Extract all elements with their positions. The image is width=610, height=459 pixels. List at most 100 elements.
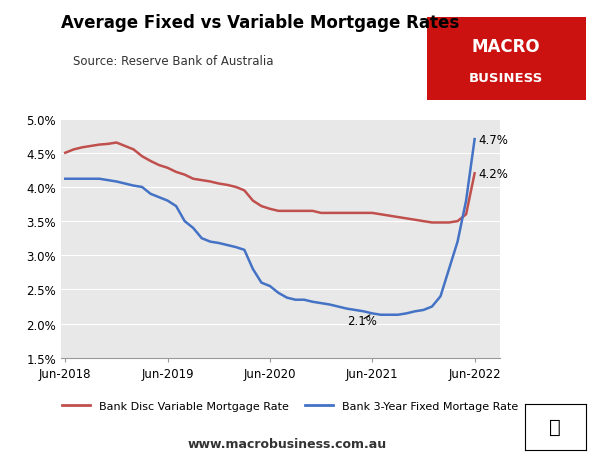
Bank 3-Year Fixed Mortage Rate <box>428 304 436 310</box>
Bank 3-Year Fixed Mortage Rate <box>96 177 103 182</box>
Bank Disc Variable Mortgage Rate <box>215 181 223 187</box>
Bank Disc Variable Mortgage Rate <box>471 171 478 177</box>
Bank 3-Year Fixed Mortage Rate <box>173 204 180 209</box>
Bank 3-Year Fixed Mortage Rate <box>309 299 316 305</box>
Bank Disc Variable Mortgage Rate <box>428 220 436 226</box>
Bank Disc Variable Mortgage Rate <box>207 179 214 185</box>
Bank Disc Variable Mortgage Rate <box>138 154 146 160</box>
Bank Disc Variable Mortgage Rate <box>113 140 120 146</box>
Text: 🐺: 🐺 <box>549 417 561 437</box>
Bank Disc Variable Mortgage Rate <box>317 211 325 216</box>
Bank 3-Year Fixed Mortage Rate <box>258 280 265 286</box>
Bank Disc Variable Mortgage Rate <box>437 220 444 226</box>
Text: 2.1%: 2.1% <box>346 314 376 327</box>
Text: Source: Reserve Bank of Australia: Source: Reserve Bank of Australia <box>73 55 274 68</box>
Bank 3-Year Fixed Mortage Rate <box>300 297 307 303</box>
Bank Disc Variable Mortgage Rate <box>360 211 367 216</box>
Bank 3-Year Fixed Mortage Rate <box>130 184 137 189</box>
Bank 3-Year Fixed Mortage Rate <box>249 267 257 272</box>
Bank Disc Variable Mortgage Rate <box>70 147 77 153</box>
Bank 3-Year Fixed Mortage Rate <box>147 191 154 197</box>
Bank 3-Year Fixed Mortage Rate <box>386 312 393 318</box>
Bank 3-Year Fixed Mortage Rate <box>156 195 163 201</box>
Bank 3-Year Fixed Mortage Rate <box>198 236 206 241</box>
Line: Bank Disc Variable Mortgage Rate: Bank Disc Variable Mortgage Rate <box>65 143 475 223</box>
Bank 3-Year Fixed Mortage Rate <box>267 284 274 289</box>
Bank Disc Variable Mortgage Rate <box>181 173 188 178</box>
Bank Disc Variable Mortgage Rate <box>62 151 69 156</box>
Bank 3-Year Fixed Mortage Rate <box>104 178 112 184</box>
Bank Disc Variable Mortgage Rate <box>368 211 376 216</box>
Bank 3-Year Fixed Mortage Rate <box>377 312 384 318</box>
Bank Disc Variable Mortgage Rate <box>334 211 342 216</box>
Bank 3-Year Fixed Mortage Rate <box>232 245 240 250</box>
Bank 3-Year Fixed Mortage Rate <box>334 304 342 310</box>
Bank 3-Year Fixed Mortage Rate <box>445 267 453 272</box>
Bank Disc Variable Mortgage Rate <box>300 209 307 214</box>
Legend: Bank Disc Variable Mortgage Rate, Bank 3-Year Fixed Mortage Rate: Bank Disc Variable Mortgage Rate, Bank 3… <box>58 397 523 416</box>
Bank Disc Variable Mortgage Rate <box>267 207 274 212</box>
Bank 3-Year Fixed Mortage Rate <box>190 226 197 231</box>
Bank 3-Year Fixed Mortage Rate <box>215 241 223 246</box>
Bank 3-Year Fixed Mortage Rate <box>241 247 248 253</box>
Text: www.macrobusiness.com.au: www.macrobusiness.com.au <box>187 437 386 450</box>
Text: MACRO: MACRO <box>472 38 540 56</box>
Bank Disc Variable Mortgage Rate <box>224 183 231 188</box>
Text: BUSINESS: BUSINESS <box>469 71 544 84</box>
Bank Disc Variable Mortgage Rate <box>190 177 197 182</box>
Bank 3-Year Fixed Mortage Rate <box>326 302 333 308</box>
Bank Disc Variable Mortgage Rate <box>343 211 350 216</box>
Bank Disc Variable Mortgage Rate <box>198 178 206 184</box>
Bank Disc Variable Mortgage Rate <box>241 188 248 194</box>
Bank Disc Variable Mortgage Rate <box>96 142 103 148</box>
Bank 3-Year Fixed Mortage Rate <box>207 239 214 245</box>
Bank Disc Variable Mortgage Rate <box>351 211 359 216</box>
Bank Disc Variable Mortgage Rate <box>454 219 461 224</box>
Bank Disc Variable Mortgage Rate <box>232 185 240 190</box>
Bank Disc Variable Mortgage Rate <box>79 145 86 151</box>
Bank 3-Year Fixed Mortage Rate <box>113 179 120 185</box>
Bank Disc Variable Mortgage Rate <box>445 220 453 226</box>
Bank 3-Year Fixed Mortage Rate <box>471 137 478 143</box>
Bank 3-Year Fixed Mortage Rate <box>70 177 77 182</box>
Bank Disc Variable Mortgage Rate <box>164 166 171 171</box>
Bank 3-Year Fixed Mortage Rate <box>317 301 325 306</box>
Bank 3-Year Fixed Mortage Rate <box>394 312 401 318</box>
Bank 3-Year Fixed Mortage Rate <box>462 198 470 204</box>
Bank Disc Variable Mortgage Rate <box>292 209 299 214</box>
Bank Disc Variable Mortgage Rate <box>326 211 333 216</box>
Bank Disc Variable Mortgage Rate <box>386 213 393 219</box>
Bank Disc Variable Mortgage Rate <box>130 147 137 153</box>
Bank 3-Year Fixed Mortage Rate <box>411 309 418 314</box>
Bank 3-Year Fixed Mortage Rate <box>87 177 95 182</box>
Bank Disc Variable Mortgage Rate <box>411 218 418 223</box>
Line: Bank 3-Year Fixed Mortage Rate: Bank 3-Year Fixed Mortage Rate <box>65 140 475 315</box>
Bank Disc Variable Mortgage Rate <box>283 209 290 214</box>
Bank 3-Year Fixed Mortage Rate <box>292 297 299 303</box>
Bank Disc Variable Mortgage Rate <box>121 144 129 149</box>
Bank 3-Year Fixed Mortage Rate <box>403 311 410 316</box>
Bank 3-Year Fixed Mortage Rate <box>368 311 376 316</box>
Bank 3-Year Fixed Mortage Rate <box>164 198 171 204</box>
Bank 3-Year Fixed Mortage Rate <box>275 291 282 296</box>
Bank 3-Year Fixed Mortage Rate <box>121 181 129 187</box>
Bank Disc Variable Mortgage Rate <box>377 212 384 218</box>
Bank Disc Variable Mortgage Rate <box>403 216 410 222</box>
Bank Disc Variable Mortgage Rate <box>275 209 282 214</box>
Bank 3-Year Fixed Mortage Rate <box>351 308 359 313</box>
Bank Disc Variable Mortgage Rate <box>420 219 427 224</box>
Bank Disc Variable Mortgage Rate <box>462 212 470 218</box>
Bank 3-Year Fixed Mortage Rate <box>454 239 461 245</box>
Bank 3-Year Fixed Mortage Rate <box>360 309 367 314</box>
Bank 3-Year Fixed Mortage Rate <box>343 306 350 312</box>
Bank 3-Year Fixed Mortage Rate <box>181 219 188 224</box>
Bank 3-Year Fixed Mortage Rate <box>79 177 86 182</box>
Bank 3-Year Fixed Mortage Rate <box>62 177 69 182</box>
Bank Disc Variable Mortgage Rate <box>173 170 180 175</box>
Bank 3-Year Fixed Mortage Rate <box>224 243 231 248</box>
Bank Disc Variable Mortgage Rate <box>309 209 316 214</box>
Bank 3-Year Fixed Mortage Rate <box>138 185 146 190</box>
Text: 4.7%: 4.7% <box>478 133 508 146</box>
Bank Disc Variable Mortgage Rate <box>394 215 401 220</box>
Bank 3-Year Fixed Mortage Rate <box>420 308 427 313</box>
